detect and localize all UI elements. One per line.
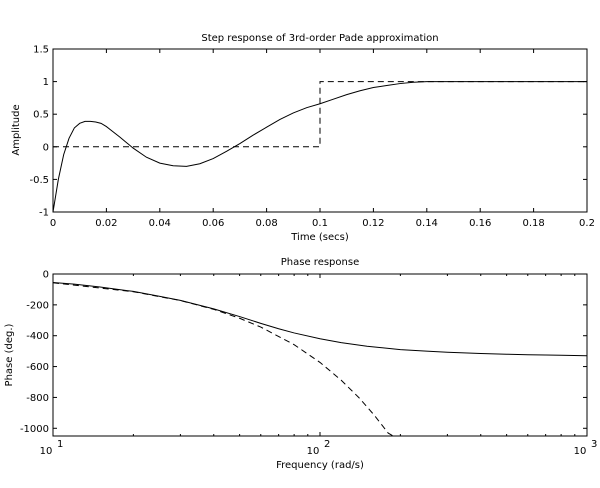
y-tick-label: 1 (43, 77, 49, 88)
phase-response-plot: 10 1 10 2 10 3 -1000 -800 -600 -400 -200 0 Phase re… (4, 257, 597, 471)
step-plot-series (53, 81, 587, 212)
y-tick-label: -1000 (20, 424, 49, 435)
step-plot-xlabel: Time (secs) (290, 232, 349, 243)
phase-plot-title: Phase response (281, 257, 359, 268)
y-tick-label: -400 (26, 331, 49, 342)
y-tick-label: -1 (39, 208, 49, 219)
y-tick-label: -600 (26, 362, 49, 373)
phase-plot-series (53, 281, 587, 436)
y-tick-label: -800 (26, 393, 49, 404)
x-tick-label: 10 (307, 446, 320, 457)
step-plot-title: Step response of 3rd-order Pade approxim… (201, 33, 438, 44)
y-tick-label: 0 (43, 270, 49, 281)
step-plot-ylabel: Amplitude (11, 104, 22, 155)
x-tick-exponent: 1 (57, 439, 63, 450)
x-tick-label: 10 (574, 446, 587, 457)
x-tick-label: 0.1 (312, 218, 328, 229)
x-tick-exponent: 3 (591, 439, 597, 450)
y-tick-label: 0 (43, 142, 49, 153)
x-tick-label: 0.2 (579, 218, 595, 229)
phase-plot-ylabel: Phase (deg.) (4, 323, 15, 386)
dashed-series-line (53, 282, 394, 436)
y-tick-label: -0.5 (29, 175, 49, 186)
dashed-series-line (53, 81, 587, 148)
x-tick-label: 0.02 (95, 218, 117, 229)
x-tick-label: 10 (40, 446, 53, 457)
x-tick-label: 0 (50, 218, 56, 229)
x-tick-label: 0.14 (416, 218, 438, 229)
x-tick-label: 0.04 (149, 218, 171, 229)
step-plot-ticks: 0 0.02 0.04 0.06 0.08 0.1 0.12 0.14 0.16 0.18 0.2 -… (29, 45, 594, 230)
x-tick-exponent: 2 (324, 439, 330, 450)
phase-plot-frame (52, 273, 588, 437)
step-response-plot: 0 0.02 0.04 0.06 0.08 0.1 0.12 0.14 0.16 0.18 0.2 -… (11, 33, 595, 243)
y-tick-label: 0.5 (33, 110, 49, 121)
y-tick-label: -200 (26, 300, 49, 311)
solid-series-line (53, 281, 587, 357)
phase-plot-xlabel: Frequency (rad/s) (276, 460, 364, 471)
x-tick-label: 0.18 (522, 218, 544, 229)
x-tick-label: 0.06 (202, 218, 224, 229)
y-tick-label: 1.5 (33, 45, 49, 56)
phase-plot-ticks: 10 1 10 2 10 3 -1000 -800 -600 -400 -200 0 (20, 270, 597, 458)
x-tick-label: 0.08 (255, 218, 277, 229)
x-tick-label: 0.16 (469, 218, 491, 229)
x-tick-label: 0.12 (362, 218, 384, 229)
